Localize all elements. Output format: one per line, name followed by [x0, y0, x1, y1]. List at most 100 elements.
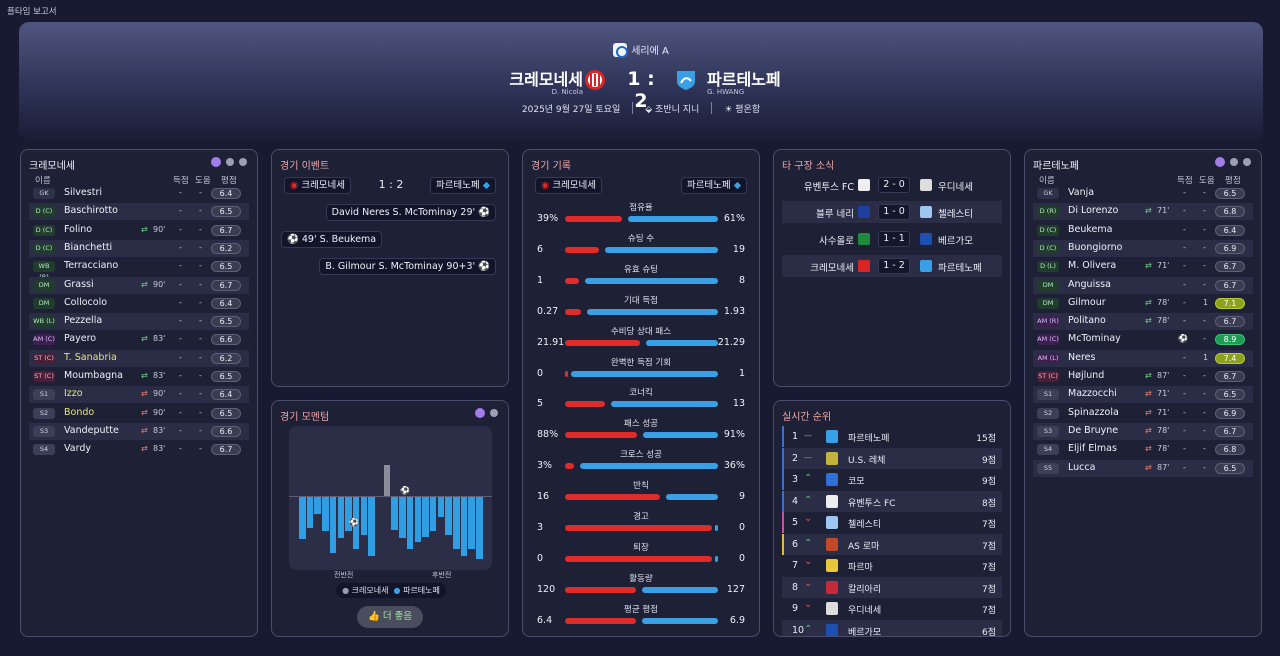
- player-name[interactable]: Spinazzola: [1068, 406, 1119, 418]
- player-name[interactable]: Anguissa: [1068, 278, 1111, 290]
- player-row[interactable]: ST (C) T. Sanabria - -6.2: [29, 349, 249, 367]
- home-team[interactable]: 크레모네세 D. Nicola: [509, 66, 583, 96]
- standing-row[interactable]: 3 ⌃ 코모 9점: [782, 469, 1002, 490]
- player-row[interactable]: AM (C) McTominay ⚽ -8.9: [1033, 331, 1253, 348]
- player-name[interactable]: Moumbagna: [64, 370, 124, 381]
- player-name[interactable]: Pezzella: [64, 315, 103, 327]
- player-row[interactable]: S3 De Bruyne ⇄ 78' - -6.7: [1033, 422, 1253, 440]
- events-away-chip[interactable]: 파르테노페 ◆: [429, 177, 496, 194]
- player-name[interactable]: Politano: [1068, 315, 1106, 327]
- standing-row[interactable]: 4 ⌃ 유벤투스 FC 8점: [782, 490, 1002, 512]
- player-row[interactable]: AM (R) Politano ⇄ 78' - -6.7: [1033, 313, 1253, 331]
- player-name[interactable]: Baschirotto: [64, 205, 118, 217]
- player-name[interactable]: Gilmour: [1068, 296, 1106, 308]
- lineup-view-toggle[interactable]: [206, 157, 247, 169]
- player-name[interactable]: Vanja: [1068, 187, 1095, 198]
- player-name[interactable]: Neres: [1068, 351, 1096, 363]
- player-name[interactable]: Vandeputte: [64, 424, 119, 436]
- player-name[interactable]: Vardy: [64, 443, 91, 455]
- assists-value: -: [1203, 407, 1206, 417]
- standing-row[interactable]: 5 ⌄ 첼레스티 7점: [782, 512, 1002, 533]
- player-row[interactable]: S1 Izzo ⇄ 90' - -6.4: [29, 386, 249, 404]
- player-name[interactable]: Eljif Elmas: [1068, 443, 1117, 455]
- player-row[interactable]: D (C) Baschirotto - -6.5: [29, 203, 249, 221]
- events-home-chip[interactable]: ◉ 크레모네세: [284, 177, 352, 194]
- stats-home-chip[interactable]: ◉ 크레모네세: [535, 177, 603, 194]
- player-row[interactable]: WB (R)Terracciano--6.5: [29, 258, 249, 281]
- view-dot-3[interactable]: [1243, 158, 1251, 166]
- view-dot-3[interactable]: [239, 158, 247, 166]
- view-dot-2[interactable]: [226, 158, 234, 166]
- player-row[interactable]: S5 Lucca ⇄ 87' - -6.5: [1033, 459, 1253, 477]
- view-dot-1[interactable]: [475, 408, 485, 418]
- player-row[interactable]: GK Silvestri - -6.4: [29, 185, 249, 202]
- player-row[interactable]: AM (L) Neres - 1 7.4: [1033, 349, 1253, 367]
- player-name[interactable]: Beukema: [1068, 223, 1113, 235]
- player-row[interactable]: DM Gilmour ⇄ 78' - 1 7.1: [1033, 295, 1253, 312]
- player-name[interactable]: Terracciano: [64, 260, 119, 272]
- event-item[interactable]: B. Gilmour S. McTominay 90+3' ⚽: [319, 258, 496, 275]
- player-name[interactable]: Mazzocchi: [1068, 388, 1117, 400]
- player-name[interactable]: M. Olivera: [1068, 260, 1117, 272]
- player-row[interactable]: ST (C) Moumbagna ⇄ 83' - -6.5: [29, 368, 249, 385]
- view-dot-1[interactable]: [211, 157, 221, 167]
- player-name[interactable]: Bianchetti: [64, 241, 113, 253]
- player-row[interactable]: DM Grassi ⇄ 90' - -6.7: [29, 276, 249, 294]
- player-name[interactable]: Silvestri: [64, 187, 102, 198]
- player-row[interactable]: S2 Spinazzola ⇄ 71' - -6.9: [1033, 405, 1253, 422]
- player-row[interactable]: S1 Mazzocchi ⇄ 71' - -6.5: [1033, 386, 1253, 404]
- player-row[interactable]: D (C) Beukema - -6.4: [1033, 222, 1253, 239]
- player-row[interactable]: D (C) Bianchetti - -6.2: [29, 239, 249, 257]
- result-row[interactable]: 블루 네리 1 - 0 첼레스티: [782, 201, 1002, 223]
- standing-row[interactable]: 1 — 파르테노페 15점: [782, 426, 1002, 447]
- standing-row[interactable]: 9 ⌄ 우디네세 7점: [782, 598, 1002, 619]
- player-name[interactable]: Folino: [64, 223, 93, 235]
- player-row[interactable]: ST (C) Højlund ⇄ 87' - -6.7: [1033, 368, 1253, 385]
- player-row[interactable]: D (L) M. Olivera ⇄ 71' - -6.7: [1033, 258, 1253, 275]
- stats-away-chip[interactable]: 파르테노페 ◆: [680, 177, 747, 194]
- standing-row[interactable]: 8 ⌄ 칼리아리 7점: [782, 576, 1002, 598]
- player-row[interactable]: S3 Vandeputte ⇄ 83' - -6.6: [29, 422, 249, 440]
- away-team[interactable]: 파르테노페 G. HWANG: [707, 66, 781, 96]
- standing-row[interactable]: 6 ⌃ AS 로마 7점: [782, 533, 1002, 555]
- lineup-view-toggle[interactable]: [1210, 157, 1251, 169]
- player-name[interactable]: Lucca: [1068, 461, 1096, 473]
- stats-title: 경기 기록: [531, 161, 571, 172]
- view-dot-2[interactable]: [490, 409, 498, 417]
- player-name[interactable]: Payero: [64, 333, 97, 345]
- player-row[interactable]: AM (C) Payero ⇄ 83' - -6.6: [29, 331, 249, 348]
- view-dot-2[interactable]: [1230, 158, 1238, 166]
- result-row[interactable]: 사수올로 1 - 1 베르가모: [782, 228, 1002, 250]
- player-name[interactable]: Bondo: [64, 406, 95, 418]
- goals-value: -: [179, 297, 182, 307]
- player-name[interactable]: T. Sanabria: [64, 351, 117, 363]
- event-item[interactable]: ⚽ 49' S. Beukema: [281, 231, 383, 248]
- player-row[interactable]: S4 Eljif Elmas ⇄ 78' - -6.8: [1033, 441, 1253, 458]
- standing-row[interactable]: 2 — U.S. 레체 9점: [782, 447, 1002, 469]
- player-name[interactable]: Grassi: [64, 278, 94, 290]
- player-name[interactable]: Collocolo: [64, 296, 108, 308]
- player-row[interactable]: S4 Vardy ⇄ 83' - -6.7: [29, 441, 249, 458]
- standing-row[interactable]: 10 ⌃ 베르가모 6점: [782, 619, 1002, 636]
- view-dot-1[interactable]: [1215, 157, 1225, 167]
- player-row[interactable]: DM Collocolo - -6.4: [29, 295, 249, 312]
- player-row[interactable]: WB (L) Pezzella - -6.5: [29, 313, 249, 331]
- event-item[interactable]: David Neres S. McTominay 29' ⚽: [325, 204, 496, 221]
- player-row[interactable]: D (R) Di Lorenzo ⇄ 71' - -6.8: [1033, 203, 1253, 221]
- player-name[interactable]: Buongiorno: [1068, 241, 1123, 253]
- result-row[interactable]: 유벤투스 FC 2 - 0 우디네세: [782, 174, 1002, 196]
- standing-row[interactable]: 7 ⌄ 파르마 7점: [782, 555, 1002, 576]
- player-row[interactable]: GK Vanja - -6.5: [1033, 185, 1253, 202]
- player-name[interactable]: Højlund: [1068, 370, 1105, 381]
- player-name[interactable]: Di Lorenzo: [1068, 205, 1119, 217]
- player-row[interactable]: D (C) Buongiorno - -6.9: [1033, 239, 1253, 257]
- player-name[interactable]: De Bruyne: [1068, 424, 1119, 436]
- player-row[interactable]: DM Anguissa - -6.7: [1033, 276, 1253, 294]
- player-row[interactable]: S2 Bondo ⇄ 90' - -6.5: [29, 405, 249, 422]
- result-row[interactable]: 크레모네세 1 - 2 파르테노페: [782, 255, 1002, 277]
- like-button[interactable]: 👍 더 좋음: [357, 606, 423, 628]
- player-name[interactable]: McTominay: [1068, 333, 1121, 345]
- momentum-view-toggle[interactable]: [470, 408, 498, 420]
- player-row[interactable]: D (C) Folino ⇄ 90' - -6.7: [29, 222, 249, 239]
- player-name[interactable]: Izzo: [64, 388, 83, 400]
